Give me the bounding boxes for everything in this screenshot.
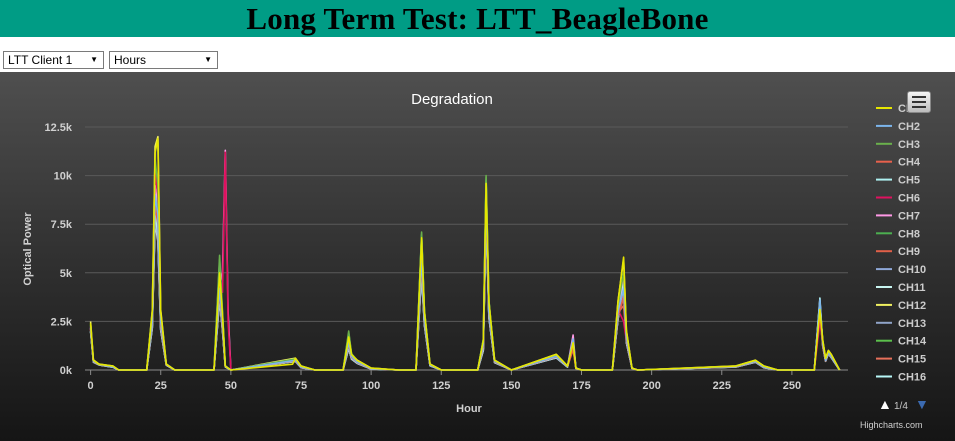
series-line-ch14	[89, 165, 841, 371]
dropdown-arrow-icon: ▼	[204, 55, 212, 64]
x-tick-label: 0	[88, 380, 94, 392]
highcharts-credits[interactable]: Highcharts.com	[860, 420, 923, 430]
unit-select-value: Hours	[114, 53, 147, 67]
legend-item-ch14[interactable]: CH14	[898, 336, 927, 348]
legend-item-ch8[interactable]: CH8	[898, 228, 920, 240]
series-line-ch8	[89, 163, 841, 371]
series-line-ch11	[89, 217, 841, 371]
x-tick-label: 50	[225, 380, 237, 392]
series-line-ch5	[89, 209, 841, 371]
legend-item-ch7[interactable]: CH7	[898, 210, 920, 222]
series-line-ch4	[89, 202, 841, 371]
legend-item-ch6[interactable]: CH6	[898, 193, 920, 205]
x-tick-label: 225	[713, 380, 731, 392]
legend-up-arrow[interactable]: ▲	[878, 396, 892, 412]
x-tick-label: 175	[572, 380, 590, 392]
legend-page-indicator: 1/4	[894, 401, 908, 412]
x-tick-label: 150	[502, 380, 520, 392]
series-line-ch1	[89, 137, 841, 371]
legend-item-ch5[interactable]: CH5	[898, 175, 920, 187]
series-line-ch13	[89, 207, 841, 371]
y-tick-label: 7.5k	[51, 219, 73, 231]
legend-item-ch12[interactable]: CH12	[898, 300, 926, 312]
y-tick-label: 2.5k	[51, 316, 73, 328]
y-tick-label: 12.5k	[44, 122, 72, 134]
controls-bar: LTT Client 1 ▼ Hours ▼	[0, 37, 955, 72]
legend-item-ch10[interactable]: CH10	[898, 264, 926, 276]
series-line-ch10	[89, 213, 841, 371]
chart-container: Degradation 0k 2.5k 5k 7.5k 10k 12.5k 0 25 50 75 10…	[0, 72, 955, 441]
legend-item-ch11[interactable]: CH11	[898, 282, 926, 294]
client-select-value: LTT Client 1	[8, 53, 73, 67]
series-line-ch15	[89, 190, 841, 371]
legend-item-ch4[interactable]: CH4	[898, 157, 921, 169]
legend-item-ch16[interactable]: CH16	[898, 372, 926, 384]
legend-item-ch3[interactable]: CH3	[898, 139, 920, 151]
x-axis-label: Hour	[456, 403, 482, 415]
legend-item-ch9[interactable]: CH9	[898, 246, 920, 258]
legend-item-ch13[interactable]: CH13	[898, 318, 926, 330]
chart-title: Degradation	[411, 91, 493, 108]
legend-item-ch2[interactable]: CH2	[898, 121, 920, 133]
x-tick-label: 250	[783, 380, 801, 392]
y-axis-label: Optical Power	[22, 212, 34, 286]
x-tick-label: 125	[432, 380, 450, 392]
legend-item-ch15[interactable]: CH15	[898, 354, 926, 366]
series-line-ch16	[89, 215, 841, 371]
series-line-ch12	[89, 135, 841, 371]
series-line-ch7	[89, 149, 841, 371]
y-tick-label: 5k	[60, 268, 73, 280]
x-tick-label: 75	[295, 380, 307, 392]
client-select[interactable]: LTT Client 1 ▼	[3, 51, 104, 69]
series-line-ch3	[89, 159, 841, 371]
x-tick-label: 200	[642, 380, 660, 392]
dropdown-arrow-icon: ▼	[90, 55, 98, 64]
degradation-chart: Degradation 0k 2.5k 5k 7.5k 10k 12.5k 0 25 50 75 10…	[22, 91, 927, 415]
chart-menu-button[interactable]	[907, 91, 931, 113]
header-bar: Long Term Test: LTT_BeagleBone	[0, 0, 955, 37]
page-title: Long Term Test: LTT_BeagleBone	[246, 0, 709, 36]
series-line-ch2	[89, 194, 841, 371]
legend-down-arrow[interactable]: ▼	[915, 396, 929, 412]
x-tick-label: 100	[362, 380, 380, 392]
unit-select[interactable]: Hours ▼	[109, 51, 218, 69]
y-tick-label: 10k	[54, 171, 73, 183]
series-line-ch6	[89, 151, 841, 371]
series-line-ch9	[89, 205, 841, 371]
y-tick-label: 0k	[60, 365, 73, 377]
x-tick-label: 25	[155, 380, 167, 392]
